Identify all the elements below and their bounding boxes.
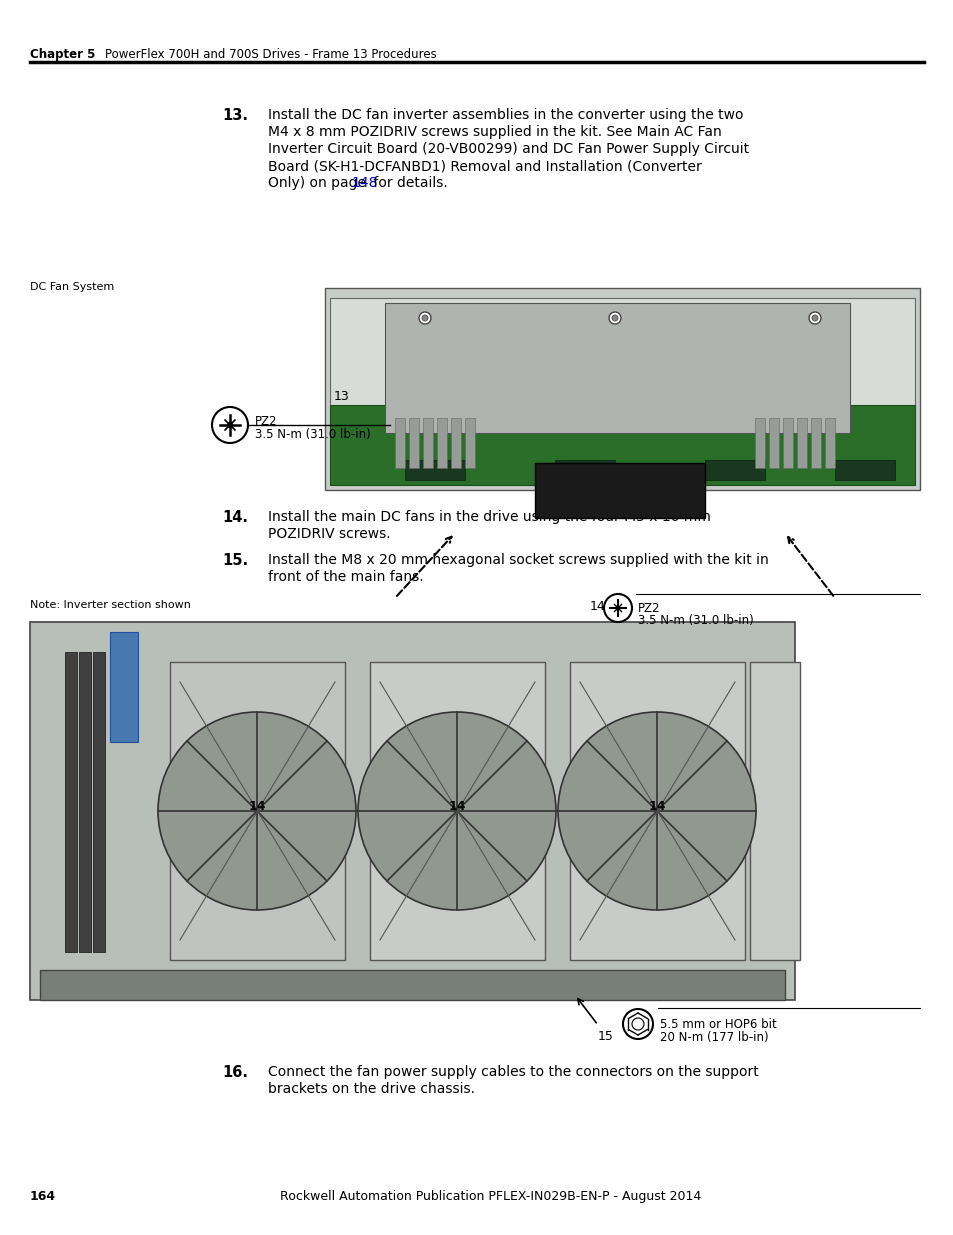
Bar	[370, 662, 544, 960]
Bar	[535, 463, 704, 517]
Text: brackets on the drive chassis.: brackets on the drive chassis.	[268, 1082, 475, 1095]
Circle shape	[357, 713, 556, 910]
Bar	[422, 417, 433, 468]
Text: 15.: 15.	[222, 553, 248, 568]
Text: 13.: 13.	[222, 107, 248, 124]
Circle shape	[421, 315, 428, 321]
Text: Note: Inverter section shown: Note: Inverter section shown	[30, 600, 191, 610]
Circle shape	[558, 713, 755, 910]
Text: 15: 15	[598, 1030, 613, 1044]
Bar	[464, 417, 475, 468]
Bar	[704, 459, 764, 480]
Bar	[451, 417, 460, 468]
Text: Board (SK-H1-DCFANBD1) Removal and Installation (Converter: Board (SK-H1-DCFANBD1) Removal and Insta…	[268, 159, 701, 173]
Text: Rockwell Automation Publication PFLEX-IN029B-EN-P - August 2014: Rockwell Automation Publication PFLEX-IN…	[280, 1191, 700, 1203]
Circle shape	[622, 1009, 652, 1039]
Circle shape	[631, 1018, 643, 1030]
Text: for details.: for details.	[369, 177, 447, 190]
Text: front of the main fans.: front of the main fans.	[268, 571, 423, 584]
Bar	[782, 417, 792, 468]
Bar	[824, 417, 834, 468]
Text: Only) on page: Only) on page	[268, 177, 370, 190]
Text: 16.: 16.	[222, 1065, 248, 1079]
Bar	[834, 459, 894, 480]
Bar	[436, 417, 447, 468]
Text: 5.5 mm or HOP6 bit: 5.5 mm or HOP6 bit	[659, 1018, 776, 1031]
Circle shape	[808, 312, 821, 324]
Text: Chapter 5: Chapter 5	[30, 48, 95, 61]
Bar	[65, 652, 77, 952]
Text: PowerFlex 700H and 700S Drives - Frame 13 Procedures: PowerFlex 700H and 700S Drives - Frame 1…	[105, 48, 436, 61]
Text: POZIDRIV screws.: POZIDRIV screws.	[268, 527, 390, 541]
Circle shape	[811, 315, 817, 321]
Text: 20 N-m (177 lb-in): 20 N-m (177 lb-in)	[659, 1031, 768, 1044]
Bar	[754, 417, 764, 468]
Circle shape	[615, 605, 619, 610]
Text: 14: 14	[249, 799, 266, 813]
Text: Inverter Circuit Board (20-VB00299) and DC Fan Power Supply Circuit: Inverter Circuit Board (20-VB00299) and …	[268, 142, 748, 156]
Bar	[385, 303, 849, 433]
Text: 13: 13	[334, 390, 350, 403]
Text: 148: 148	[351, 177, 377, 190]
Text: Install the M8 x 20 mm hexagonal socket screws supplied with the kit in: Install the M8 x 20 mm hexagonal socket …	[268, 553, 768, 567]
Bar	[325, 288, 919, 490]
Bar	[395, 417, 405, 468]
Bar	[79, 652, 91, 952]
Bar	[749, 662, 800, 960]
Circle shape	[612, 315, 618, 321]
Text: 14: 14	[449, 799, 466, 813]
Bar	[40, 969, 784, 1000]
Text: 3.5 N-m (31.0 lb-in): 3.5 N-m (31.0 lb-in)	[638, 614, 753, 627]
Bar	[110, 632, 138, 742]
Bar	[330, 298, 914, 438]
Text: M4 x 8 mm POZIDRIV screws supplied in the kit. See Main AC Fan: M4 x 8 mm POZIDRIV screws supplied in th…	[268, 125, 721, 140]
Bar	[30, 622, 794, 1000]
Circle shape	[418, 312, 431, 324]
Text: PZ2: PZ2	[638, 601, 659, 615]
Text: Install the DC fan inverter assemblies in the converter using the two: Install the DC fan inverter assemblies i…	[268, 107, 742, 122]
Bar	[170, 662, 345, 960]
Text: Connect the fan power supply cables to the connectors on the support: Connect the fan power supply cables to t…	[268, 1065, 758, 1079]
Bar	[810, 417, 821, 468]
Text: 164: 164	[30, 1191, 56, 1203]
Bar	[555, 459, 615, 480]
Bar	[92, 652, 105, 952]
Circle shape	[227, 422, 233, 429]
Text: 3.5 N-m (31.0 lb-in): 3.5 N-m (31.0 lb-in)	[254, 429, 371, 441]
Circle shape	[158, 713, 355, 910]
Text: DC Fan System: DC Fan System	[30, 282, 114, 291]
Bar	[330, 405, 914, 485]
Bar	[796, 417, 806, 468]
Circle shape	[603, 594, 631, 622]
Circle shape	[608, 312, 620, 324]
Text: PZ2: PZ2	[254, 415, 277, 429]
Bar	[768, 417, 779, 468]
Bar	[405, 459, 464, 480]
Bar	[409, 417, 418, 468]
Circle shape	[212, 408, 248, 443]
Text: 14: 14	[589, 600, 605, 613]
Text: Install the main DC fans in the drive using the four M5 x 10 mm: Install the main DC fans in the drive us…	[268, 510, 710, 524]
Text: 14.: 14.	[222, 510, 248, 525]
Text: 14: 14	[648, 799, 666, 813]
Bar	[569, 662, 744, 960]
